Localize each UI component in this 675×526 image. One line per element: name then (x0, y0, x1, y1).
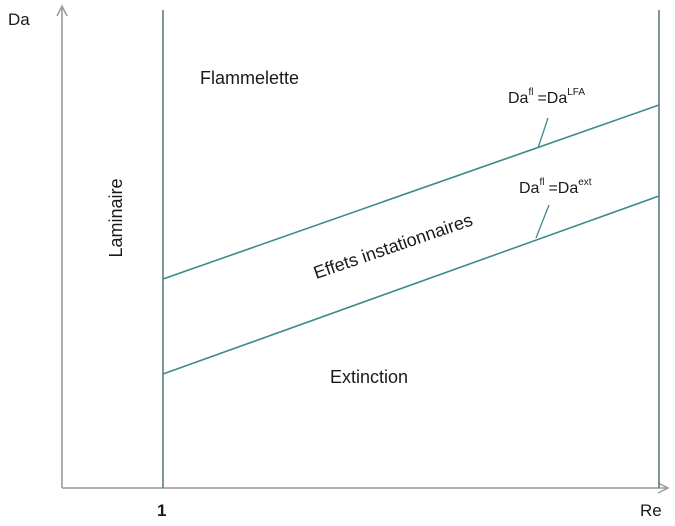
ext-rhs: =Da (548, 180, 578, 197)
lfa-rhs: =Da (537, 90, 567, 107)
lfa-boundary-label: Dafl =DaLFA (508, 87, 585, 107)
lfa-boundary-line (162, 104, 660, 280)
ext-leader-line (535, 204, 550, 239)
unsteady-label: Effets instationnaires (311, 210, 475, 283)
lfa-rhs-sup: LFA (567, 87, 585, 98)
y-axis-label: Da (8, 10, 30, 29)
ext-boundary-label: Dafl =Daext (519, 177, 592, 197)
extinction-boundary-line (162, 195, 660, 375)
lfa-base-sup: fl (528, 87, 533, 98)
flamelet-label: Flammelette (200, 68, 299, 88)
lfa-leader-line (537, 117, 549, 149)
laminar-label: Laminaire (106, 178, 126, 257)
x-axis-label: Re (640, 501, 662, 520)
lfa-base: Da (508, 90, 529, 107)
ext-rhs-sup: ext (578, 177, 592, 188)
ext-base-sup: fl (539, 177, 544, 188)
extinction-label: Extinction (330, 367, 408, 387)
y-axis-arrowhead (56, 4, 68, 17)
ext-base: Da (519, 180, 540, 197)
x-axis-arrowhead (657, 482, 670, 494)
x-tick-label: 1 (157, 501, 166, 520)
